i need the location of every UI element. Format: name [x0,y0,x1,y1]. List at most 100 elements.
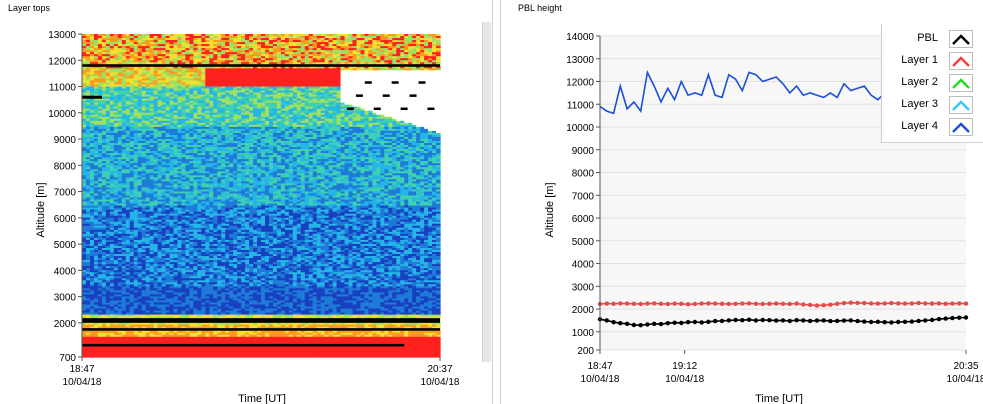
heatmap-cell [268,52,274,55]
heatmap-cell [272,130,278,134]
heatmap-cell [213,68,218,71]
heatmap-cell [133,106,139,110]
heatmap-cell [233,84,238,88]
heatmap-cell [201,76,206,80]
heatmap-cell [161,128,167,132]
heatmap-cell [432,76,437,80]
heatmap-cell [416,88,421,92]
heatmap-cell [372,36,377,39]
heatmap-cell [257,136,262,140]
heatmap-cell [245,108,250,112]
heatmap-cell [97,112,103,116]
heatmap-cell [288,48,294,51]
heatmap-cell [304,138,310,142]
heatmap-cell [352,62,358,65]
heatmap-cell [221,90,226,94]
heatmap-cell [101,88,107,92]
heatmap-cell [344,102,350,106]
heatmap-cell [280,116,286,120]
heatmap-cell [121,94,127,98]
heatmap-cell [328,44,334,47]
heatmap-cell [201,72,206,75]
heatmap-cell [137,140,143,144]
heatmap-cell [129,42,135,45]
heatmap-cell [105,96,111,100]
heatmap-cell [276,84,282,88]
heatmap-cell [233,120,238,124]
heatmap-cell [173,60,179,63]
heatmap-cell [117,118,123,122]
heatmap-cell [396,36,401,39]
heatmap-cell [400,112,405,116]
heatmap-cell [217,78,222,82]
heatmap-cell [284,100,290,104]
heatmap-cell [264,72,270,75]
heatmap-cell [276,134,282,138]
heatmap-cell [268,102,274,106]
heatmap-cell [352,143,358,146]
heatmap-cell [145,120,151,124]
heatmap-cell [436,76,441,80]
heatmap-cell [189,42,194,45]
heatmap-cell [93,80,99,84]
heatmap-cell [412,110,417,114]
heatmap-cell [101,50,107,53]
heatmap-cell [392,60,397,63]
heatmap-cell [141,86,147,90]
heatmap-cell [436,96,441,100]
heatmap-cell [356,36,362,39]
heatmap-cell [352,124,358,128]
heatmap-cell [300,78,306,82]
heatmap-cell [324,36,330,39]
heatmap-cell [229,106,234,110]
heatmap-cell [376,86,381,90]
heatmap-cell [153,126,159,130]
heatmap-cell [193,96,198,100]
heatmap-cell [352,70,358,73]
heatmap-cell [85,48,91,51]
heatmap-cell [376,100,381,104]
heatmap-cell [169,143,175,146]
heatmap-cell [400,56,405,59]
heatmap-cell [253,84,258,88]
heatmap-cell [296,134,302,138]
heatmap-cell [101,108,107,112]
heatmap-cell [141,46,147,49]
heatmap-cell [245,130,250,134]
heatmap-cell [121,48,127,51]
heatmap-cell [312,98,318,102]
heatmap-cell [424,116,429,120]
heatmap-cell [185,124,190,128]
heatmap-cell [141,42,147,45]
heatmap-cell [416,38,421,41]
heatmap-cell [372,52,377,55]
heatmap-cell [424,106,429,110]
heatmap-cell [344,114,350,118]
heatmap-cell [388,34,393,37]
heatmap-cell [332,92,338,96]
heatmap-cell [101,92,107,96]
heatmap-cell [300,124,306,128]
heatmap-cell [97,44,103,47]
heatmap-cell [376,90,381,94]
heatmap-cell [82,58,87,61]
heatmap-cell [436,143,441,146]
heatmap-cell [101,138,107,142]
heatmap-cell [225,96,230,100]
heatmap-cell [137,70,143,73]
heatmap-cell [404,88,409,92]
heatmap-cell [280,90,286,94]
heatmap-cell [241,78,246,82]
heatmap-cell [372,118,377,122]
heatmap-cell [97,58,103,61]
heatmap-cell [133,90,139,94]
heatmap-cell [161,120,167,124]
heatmap-cell [149,98,155,102]
heatmap-cell [157,38,163,41]
heatmap-cell [304,90,310,94]
heatmap-cell [82,92,87,96]
heatmap-cell [268,114,274,118]
heatmap-cell [332,108,338,112]
heatmap-cell [380,136,385,140]
heatmap-cell [408,78,413,82]
